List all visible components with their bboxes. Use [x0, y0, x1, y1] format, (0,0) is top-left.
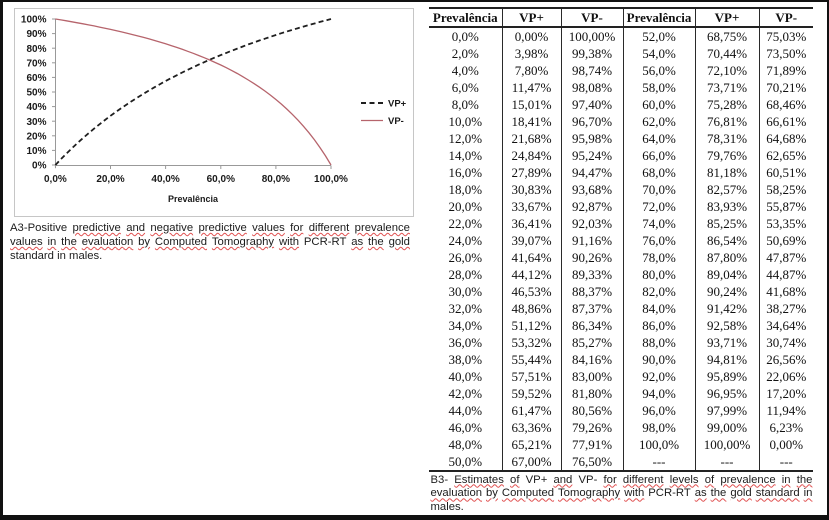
svg-text:VP-: VP- — [388, 116, 404, 127]
svg-text:30%: 30% — [26, 117, 46, 128]
svg-text:0,0%: 0,0% — [44, 174, 67, 185]
svg-text:VP+: VP+ — [388, 99, 407, 110]
svg-text:Prevalência: Prevalência — [168, 194, 219, 204]
svg-text:50%: 50% — [26, 88, 46, 99]
svg-text:60%: 60% — [26, 73, 46, 84]
svg-text:80%: 80% — [26, 44, 46, 55]
svg-text:20%: 20% — [26, 131, 46, 142]
svg-text:90%: 90% — [26, 29, 46, 40]
svg-text:80,0%: 80,0% — [262, 174, 290, 185]
svg-text:70%: 70% — [26, 58, 46, 69]
svg-text:0%: 0% — [32, 161, 47, 172]
svg-text:100%: 100% — [21, 15, 47, 26]
svg-text:10%: 10% — [26, 146, 46, 157]
svg-text:20,0%: 20,0% — [96, 174, 124, 185]
svg-text:100,0%: 100,0% — [314, 174, 348, 185]
svg-text:40%: 40% — [26, 102, 46, 113]
svg-text:40,0%: 40,0% — [151, 174, 179, 185]
svg-text:60,0%: 60,0% — [207, 174, 235, 185]
